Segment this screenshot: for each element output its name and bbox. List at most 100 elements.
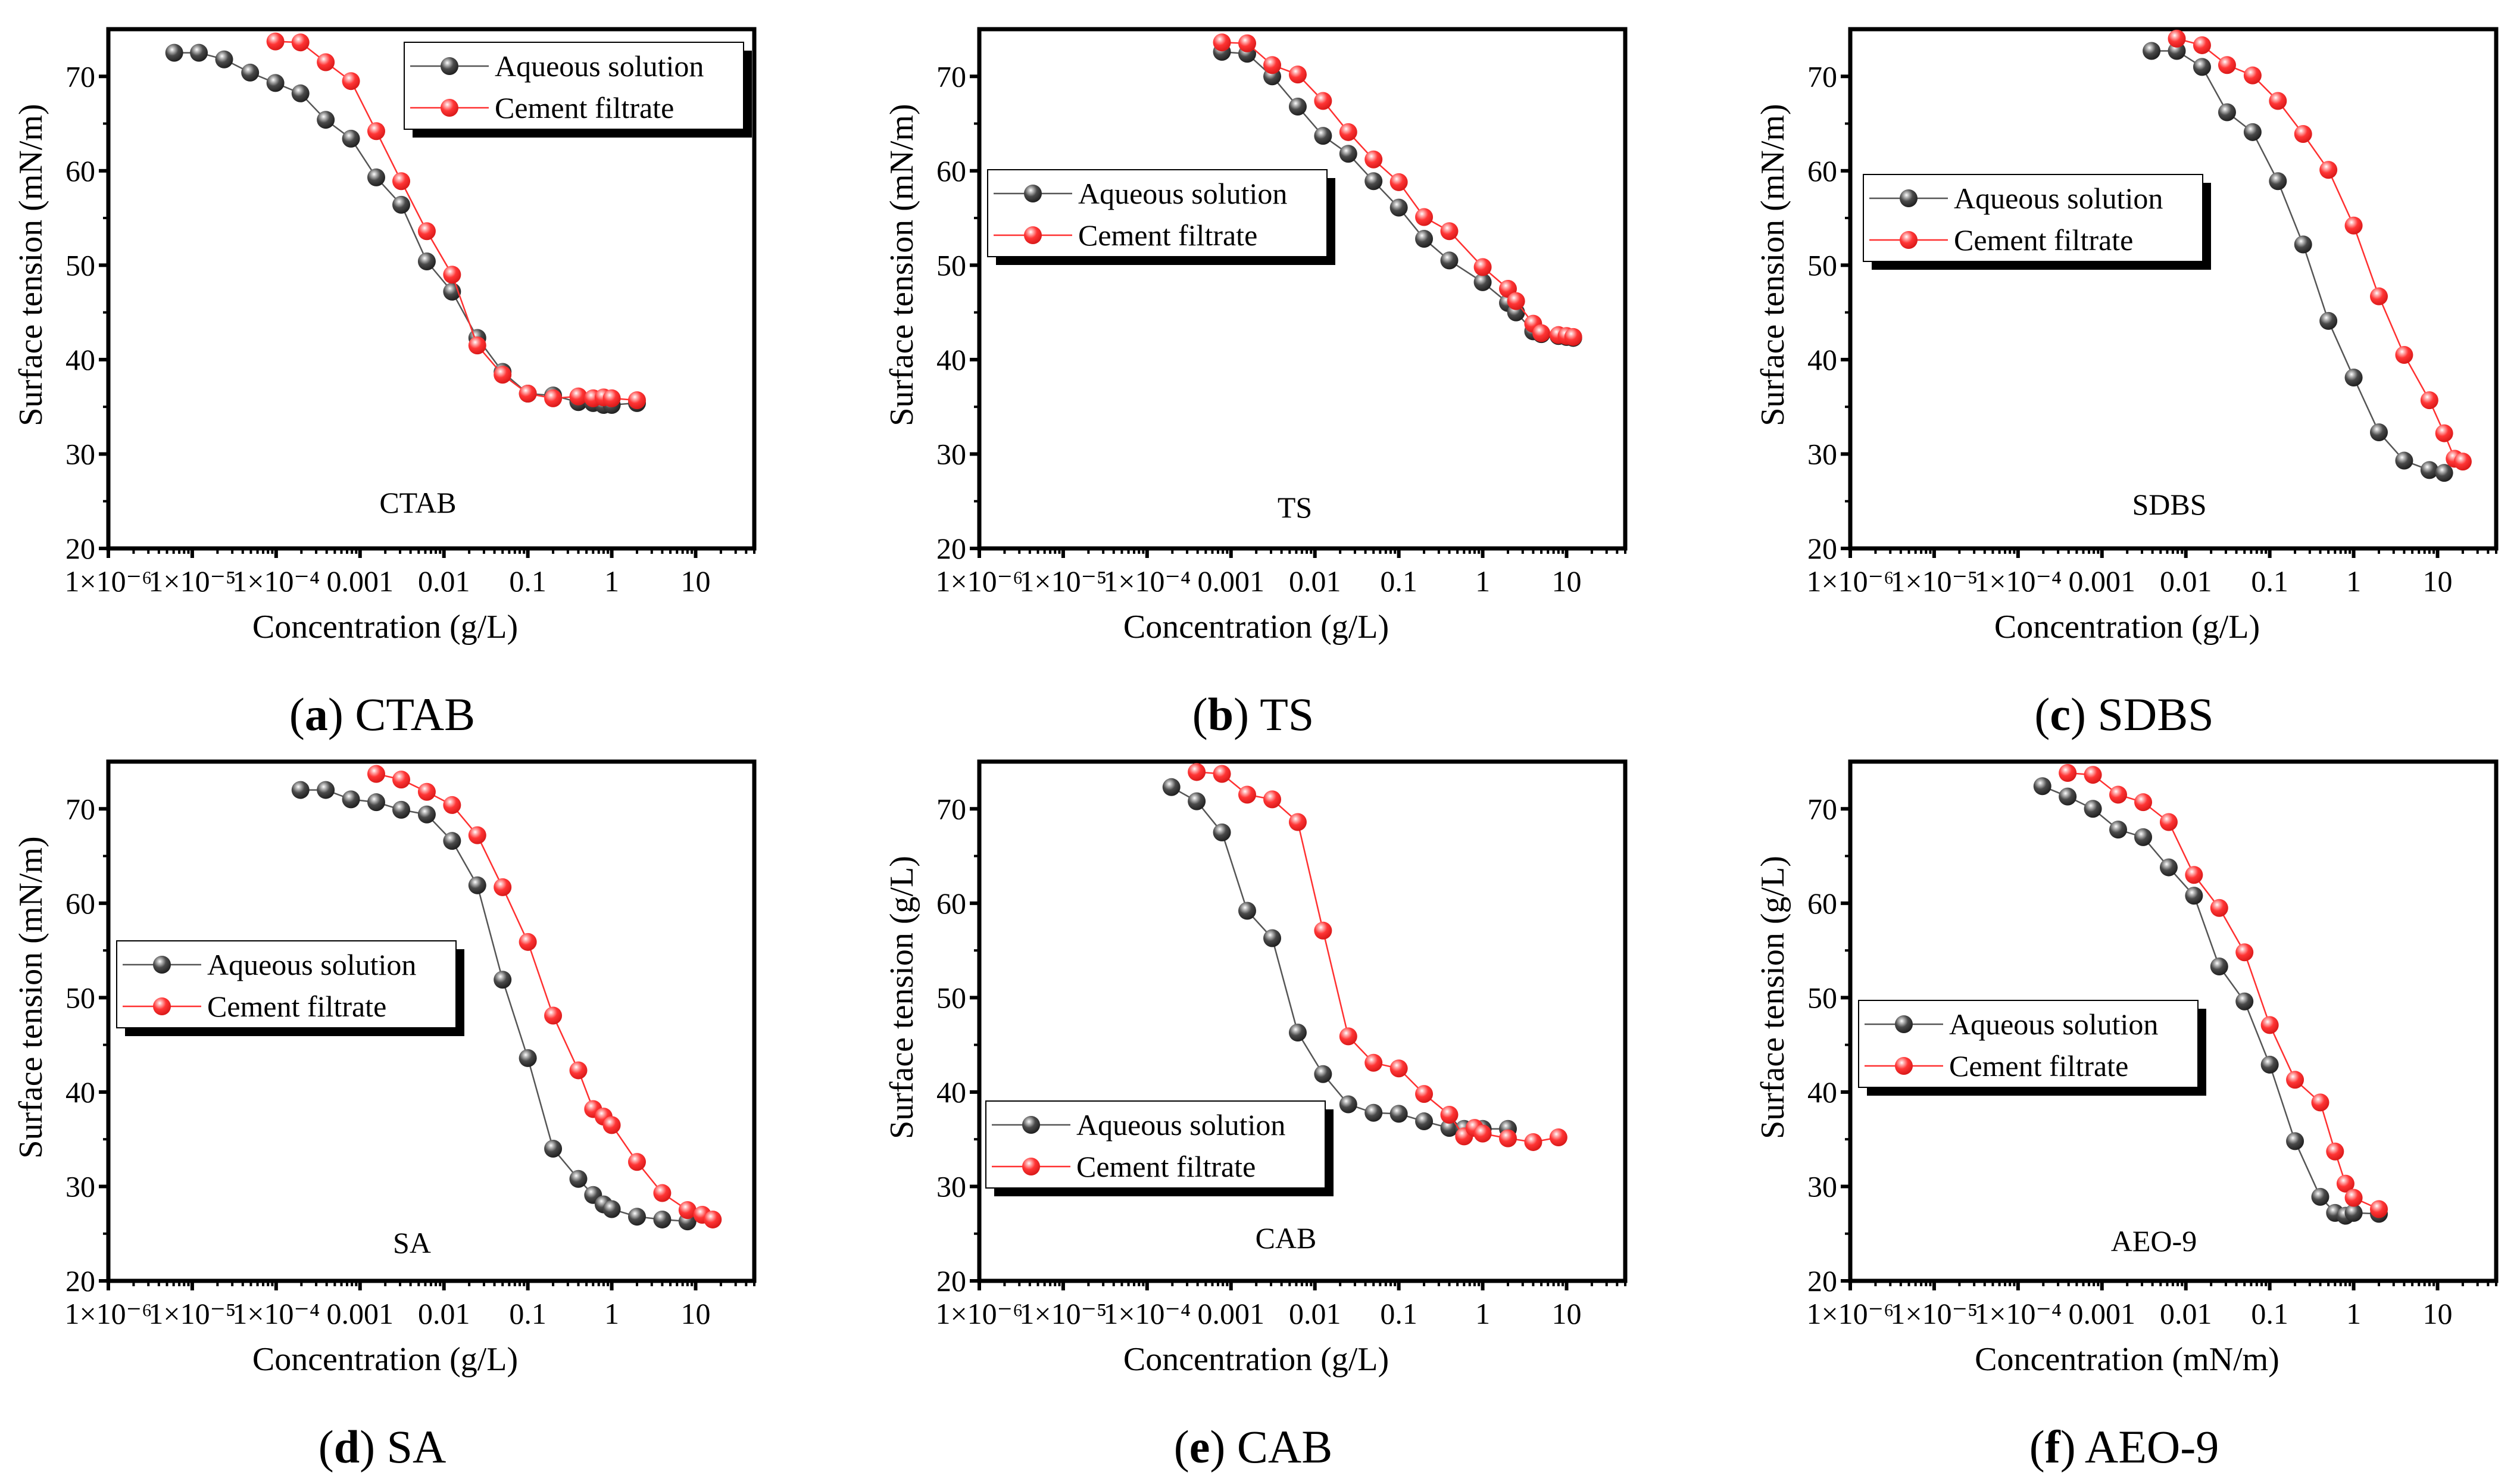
x-tick-label: 1×10⁻⁴ (1974, 1297, 2062, 1330)
cement-data-point (494, 878, 512, 896)
aqueous-data-point (468, 876, 486, 894)
cement-data-point (1549, 1128, 1567, 1147)
cement-data-point (2369, 1200, 2388, 1218)
cement-data-point (1339, 1027, 1357, 1046)
aqueous-data-point (2143, 42, 2161, 60)
y-tick-label: 60 (65, 887, 95, 920)
y-tick-label: 70 (1807, 792, 1837, 825)
cement-data-point (1213, 33, 1231, 52)
y-tick-label: 60 (936, 154, 966, 188)
cement-data-point (1440, 222, 1459, 241)
cement-data-point (1263, 790, 1282, 809)
aqueous-data-point (653, 1210, 672, 1228)
y-axis-title: Surface tension (mN/m) (883, 104, 920, 426)
y-axis-title: Surface tension (mN/m) (1754, 104, 1791, 426)
legend-label: Cement filtrate (1954, 223, 2133, 257)
cement-data-point (1339, 123, 1357, 141)
chart-panel-c: 1×10⁻⁶1×10⁻⁵1×10⁻⁴ 0.001 0.01 0.1 1 10 20 30 40 5… (1754, 27, 2499, 740)
cement-data-point (342, 72, 360, 91)
cement-data-point (1415, 208, 1434, 226)
legend-cement-marker (1895, 1057, 1913, 1075)
x-tick-label: 1×10⁻⁵ (1019, 1297, 1107, 1330)
y-tick-label: 20 (1807, 1264, 1837, 1298)
cement-data-point (417, 222, 436, 241)
surfactant-label: SDBS (2132, 488, 2206, 521)
cement-data-point (627, 1153, 646, 1171)
cement-data-point (2269, 92, 2287, 110)
aqueous-data-point (2435, 464, 2453, 482)
cement-data-point (494, 366, 512, 384)
chart-panel-a: 1×10⁻⁶1×10⁻⁵1×10⁻⁴ 0.001 0.01 0.1 1 10 20 30 40 5… (13, 27, 757, 740)
cement-data-point (1498, 1129, 1517, 1147)
aqueous-data-point (317, 111, 335, 129)
x-tick-label: 1 (1475, 565, 1490, 598)
cement-data-point (1389, 1059, 1408, 1078)
x-tick-label: 1 (604, 1297, 619, 1330)
x-tick-label: 0.01 (2160, 565, 2212, 598)
legend-label: Cement filtrate (1949, 1049, 2128, 1083)
aqueous-data-point (2294, 235, 2312, 254)
aqueous-data-point (2286, 1132, 2304, 1150)
plot-frame (106, 759, 757, 1283)
y-tick-label: 30 (936, 437, 966, 470)
y-tick-label: 30 (1807, 1170, 1837, 1203)
cement-data-point (291, 33, 310, 52)
x-tick-label: 0.1 (2251, 1297, 2288, 1330)
x-tick-label: 0.001 (1198, 1297, 1265, 1330)
caption-paren: ) (360, 1421, 386, 1473)
x-tick-label: 1×10⁻⁶ (64, 565, 152, 598)
legend-label: Aqueous solution (207, 948, 416, 981)
cement-data-point (2243, 66, 2262, 85)
y-tick-label: 40 (936, 1075, 966, 1109)
legend-label: Aqueous solution (1954, 182, 2163, 215)
legend-label: Aqueous solution (495, 49, 704, 83)
cement-data-point (468, 826, 486, 844)
aqueous-data-point (342, 129, 360, 148)
cement-data-point (443, 796, 461, 814)
cement-data-point (519, 384, 537, 403)
legend-aqueous-marker (1024, 185, 1042, 202)
aqueous-data-point (2084, 800, 2102, 818)
y-tick-label: 60 (65, 154, 95, 188)
x-tick-label: 1×10⁻⁴ (1103, 565, 1191, 598)
x-tick-label: 0.01 (2160, 1297, 2212, 1330)
y-tick-label: 70 (65, 792, 95, 825)
x-axis-title: Concentration (g/L) (1994, 609, 2260, 645)
y-tick-label: 60 (1807, 154, 1837, 188)
aqueous-data-point (392, 800, 411, 819)
cement-data-point (2336, 1174, 2355, 1193)
cement-data-point (2210, 899, 2228, 917)
caption-letter: e (1189, 1421, 1210, 1473)
aqueous-data-point (1263, 929, 1282, 947)
aqueous-data-point (2185, 887, 2203, 905)
caption-paren: ) (328, 688, 355, 740)
aqueous-data-point (544, 1140, 563, 1158)
aqueous-data-point (1188, 792, 1206, 810)
y-axis-title: Surface tension (g/L) (883, 856, 920, 1139)
x-tick-label: 1×10⁻⁶ (1806, 565, 1894, 598)
x-tick-label: 1×10⁻⁶ (64, 1297, 152, 1330)
y-tick-label: 50 (65, 981, 95, 1014)
aqueous-data-point (392, 195, 411, 214)
legend-cement-marker (153, 997, 171, 1015)
chart-panel-d: 1×10⁻⁶1×10⁻⁵1×10⁻⁴ 0.001 0.01 0.1 1 10 20 30 40 5… (13, 759, 757, 1473)
cement-data-point (1473, 1124, 1492, 1143)
cement-data-point (678, 1201, 697, 1220)
aqueous-data-point (1473, 273, 1492, 291)
x-tick-label: 0.01 (1289, 565, 1341, 598)
aqueous-data-point (417, 805, 436, 824)
x-tick-label: 1×10⁻⁵ (1890, 1297, 1978, 1330)
y-tick-label: 60 (1807, 887, 1837, 920)
aqueous-data-point (241, 63, 260, 82)
aqueous-data-point (2059, 787, 2077, 806)
x-tick-label: 10 (680, 1297, 710, 1330)
legend-label: Aqueous solution (1078, 177, 1287, 210)
panel-caption: (f) AEO-9 (2029, 1421, 2219, 1473)
aqueous-data-point (494, 971, 512, 989)
chart-panel-b: 1×10⁻⁶1×10⁻⁵1×10⁻⁴ 0.001 0.01 0.1 1 10 20 30 40 5… (883, 27, 1628, 740)
cement-data-point (367, 765, 386, 783)
cement-data-point (2453, 453, 2472, 471)
surfactant-label: SA (393, 1226, 431, 1259)
cement-data-point (1288, 813, 1307, 831)
cement-data-point (1440, 1105, 1459, 1124)
